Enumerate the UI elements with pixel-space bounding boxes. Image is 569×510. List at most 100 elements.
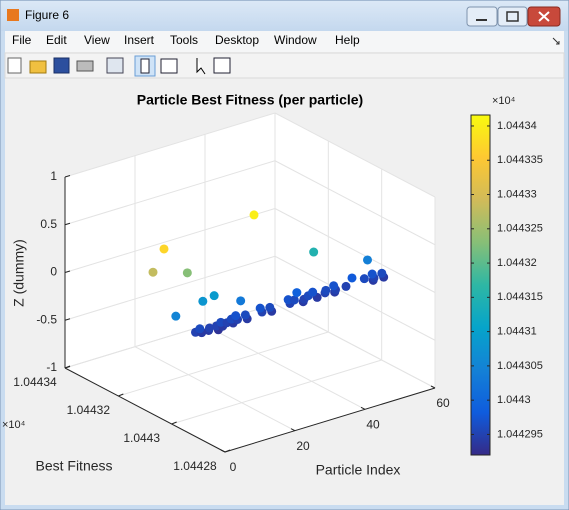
menu-item[interactable]: Help — [335, 33, 360, 47]
point — [231, 311, 241, 321]
point — [309, 247, 319, 257]
colorbar-tick-label: 1.044315 — [497, 291, 543, 303]
tick-mark — [360, 406, 366, 410]
close-icon — [538, 11, 550, 22]
point — [265, 302, 275, 312]
y-tick-label: 1.0443 — [123, 431, 160, 445]
grid-line — [204, 324, 366, 410]
colorbar-icon — [140, 58, 150, 74]
z-tick-label: 1 — [50, 169, 57, 183]
z-tick-label: -0.5 — [36, 312, 57, 326]
menu-item[interactable]: Window — [274, 33, 317, 47]
grid-line — [274, 303, 436, 389]
point — [359, 274, 369, 284]
x-axis — [224, 387, 436, 453]
save-icon[interactable] — [53, 57, 70, 74]
maximize-icon — [506, 11, 519, 22]
point — [205, 323, 214, 333]
point — [171, 311, 181, 321]
colorbar-tick-label: 1.04432 — [497, 257, 537, 269]
grid-line — [64, 255, 276, 321]
tick-mark — [64, 222, 71, 226]
y-exponent: ×10⁴ — [2, 419, 26, 431]
open-icon[interactable] — [29, 60, 47, 74]
point — [289, 295, 299, 305]
tick-mark — [64, 270, 71, 273]
z-axis-label: Z (dummy) — [11, 239, 27, 307]
colorbar-tick-label: 1.0443 — [497, 394, 531, 406]
colorbar-tick-label: 1.04431 — [497, 326, 537, 338]
point — [363, 255, 372, 265]
tick-mark — [64, 366, 71, 369]
point — [195, 324, 205, 334]
menu-bar — [5, 31, 564, 52]
dock-arrow[interactable] — [552, 37, 560, 45]
point — [249, 210, 259, 220]
new-icon[interactable] — [7, 57, 22, 74]
minimize-button[interactable] — [466, 6, 498, 27]
toolbar — [4, 52, 565, 79]
x-tick-label: 20 — [296, 439, 310, 453]
x-tick-label: 0 — [230, 460, 237, 474]
maximize-button[interactable] — [497, 6, 528, 27]
tick-mark — [430, 385, 436, 389]
tick-mark — [171, 421, 177, 425]
point — [367, 269, 377, 279]
axes-background — [65, 113, 435, 452]
y-axis-label: Best Fitness — [35, 458, 112, 474]
colorbar-exponent: ×10⁴ — [492, 95, 516, 107]
x-tick-label: 60 — [436, 396, 450, 410]
z-tick-label: -1 — [46, 360, 57, 374]
point — [240, 310, 250, 320]
y-axis — [64, 367, 226, 453]
point — [321, 285, 331, 295]
point — [209, 291, 219, 301]
grid-line — [274, 160, 436, 246]
point — [159, 244, 169, 254]
menu-item[interactable]: Desktop — [215, 33, 259, 47]
point — [377, 268, 387, 278]
y-tick-label: 1.04434 — [13, 375, 57, 389]
tick-mark — [64, 318, 71, 321]
tick-mark — [290, 428, 296, 432]
app-icon — [7, 9, 19, 21]
legend-icon[interactable] — [160, 58, 178, 74]
colorbar-tick-label: 1.044295 — [497, 428, 543, 440]
point — [236, 296, 246, 306]
z-tick-label: 0 — [50, 265, 57, 279]
pointer-icon[interactable] — [196, 58, 206, 75]
grid-line — [118, 331, 329, 397]
y-tick-label: 1.04432 — [67, 403, 111, 417]
window-title: Figure 6 — [25, 8, 69, 22]
colorbar-tick-label: 1.044325 — [497, 223, 543, 235]
property-icon[interactable] — [213, 57, 231, 74]
grid-line — [64, 160, 276, 226]
menu-item[interactable]: Edit — [46, 33, 67, 47]
link-icon[interactable] — [106, 57, 124, 74]
grid-line — [171, 359, 382, 425]
tick-mark — [118, 393, 124, 397]
grid-line — [64, 208, 276, 273]
colorbar — [470, 114, 491, 456]
menu-item[interactable]: File — [12, 33, 32, 47]
menu-item[interactable]: View — [84, 33, 110, 47]
point — [255, 303, 265, 313]
point — [182, 268, 192, 278]
point — [329, 281, 339, 291]
point — [341, 281, 351, 291]
grid-line — [274, 208, 436, 293]
point — [347, 273, 357, 283]
tick-mark — [64, 175, 71, 178]
point — [308, 287, 318, 297]
menu-item[interactable]: Insert — [124, 33, 155, 47]
point — [198, 296, 208, 306]
grid-line — [274, 255, 436, 341]
print-icon[interactable] — [76, 60, 94, 72]
x-axis-label: Particle Index — [316, 462, 401, 478]
colorbar-tick-label: 1.04433 — [497, 188, 537, 200]
point — [292, 288, 302, 298]
tick-mark — [224, 449, 231, 453]
menu-item[interactable]: Tools — [170, 33, 198, 47]
grid-line — [274, 112, 436, 198]
